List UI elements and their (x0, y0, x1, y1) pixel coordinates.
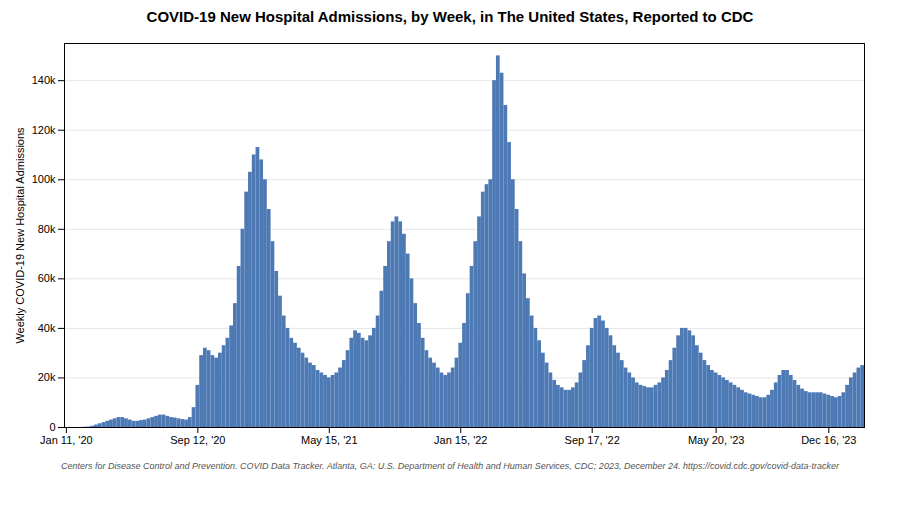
svg-text:Weekly COVID-19 New Hospital A: Weekly COVID-19 New Hospital Admissions (14, 127, 26, 344)
svg-text:140k: 140k (32, 74, 56, 86)
svg-text:120k: 120k (32, 124, 56, 136)
svg-text:60k: 60k (38, 272, 56, 284)
svg-text:Sep 12, '20: Sep 12, '20 (170, 434, 225, 446)
svg-text:Dec 16, '23: Dec 16, '23 (801, 434, 856, 446)
svg-text:May 15, '21: May 15, '21 (301, 434, 358, 446)
svg-text:May 20, '23: May 20, '23 (688, 434, 745, 446)
svg-text:Jan 11, '20: Jan 11, '20 (40, 434, 93, 446)
svg-text:40k: 40k (38, 322, 56, 334)
svg-text:Sep 17, '22: Sep 17, '22 (565, 434, 620, 446)
svg-text:20k: 20k (38, 371, 56, 383)
svg-text:80k: 80k (38, 223, 56, 235)
svg-text:Jan 15, '22: Jan 15, '22 (434, 434, 487, 446)
svg-text:100k: 100k (32, 173, 56, 185)
html-text:Centers for Disease Control an: Centers for Disease Control and Preventi… (61, 461, 839, 471)
svg-text:0: 0 (49, 421, 55, 433)
html-text:COVID-19 New Hospital Admissio: COVID-19 New Hospital Admissions, by Wee… (146, 8, 754, 25)
